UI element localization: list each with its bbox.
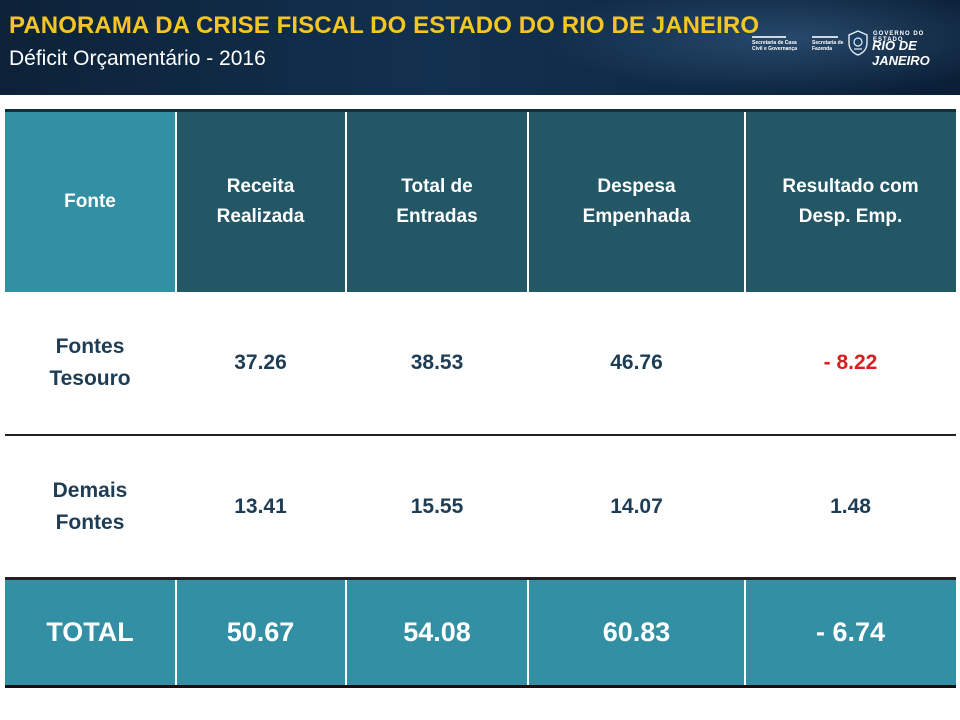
- row-label: Demais Fontes: [52, 478, 128, 534]
- total-despesa: 60.83: [602, 617, 671, 647]
- total-label: TOTAL: [46, 617, 134, 647]
- fazenda-logo: Secretaria de Fazenda: [812, 36, 843, 56]
- rio-de-janeiro-label: RIO DE JANEIRO: [872, 38, 930, 68]
- despesa-value: 14.07: [610, 494, 663, 518]
- header-glow: [540, 0, 960, 95]
- deficit-table: Fonte Receita Realizada Total de Entrada…: [5, 109, 956, 688]
- entradas-value: 15.55: [410, 494, 464, 518]
- column-divider: [345, 112, 347, 292]
- receita-value: 13.41: [234, 494, 287, 518]
- total-entradas: 54.08: [403, 617, 471, 647]
- entradas-value: 38.53: [410, 351, 464, 374]
- despesa-value: 46.76: [610, 351, 663, 374]
- casa-civil-logo: Secretaria de Casa Civil e Governança: [752, 36, 804, 56]
- table-header-row: Fonte Receita Realizada Total de Entrada…: [5, 109, 956, 292]
- slide-header: PANORAMA DA CRISE FISCAL DO ESTADO DO RI…: [0, 0, 960, 95]
- total-resultado: - 6.74: [815, 617, 886, 647]
- page-subtitle: Déficit Orçamentário - 2016: [9, 47, 266, 70]
- column-header-despesa: Despesa Empenhada: [582, 176, 691, 227]
- column-header-entradas: Total de Entradas: [396, 176, 478, 227]
- government-logos: Secretaria de Casa Civil e Governança Se…: [752, 28, 952, 68]
- column-divider: [175, 112, 177, 292]
- resultado-value: 1.48: [830, 494, 871, 518]
- column-divider: [175, 580, 177, 685]
- column-header-receita: Receita Realizada: [216, 176, 305, 227]
- column-divider: [345, 580, 347, 685]
- row-label: Fontes Tesouro: [49, 335, 131, 390]
- column-header-fonte: Fonte: [5, 112, 175, 292]
- resultado-value-negative: - 8.22: [823, 351, 878, 374]
- governo-label: GOVERNO DO ESTADO: [873, 31, 925, 43]
- total-receita: 50.67: [226, 617, 295, 647]
- page-title: PANORAMA DA CRISE FISCAL DO ESTADO DO RI…: [9, 12, 760, 39]
- table-total-row: TOTAL 50.67 54.08 60.83 - 6.74: [5, 580, 956, 688]
- table-row: Fontes Tesouro 37.26 38.53 46.76 - 8.22: [5, 292, 956, 436]
- state-seal-icon: [848, 30, 868, 56]
- table-row: Demais Fontes 13.41 15.55 14.07 1.48: [5, 436, 956, 580]
- column-divider: [744, 580, 746, 685]
- column-divider: [527, 580, 529, 685]
- column-header-resultado: Resultado com Desp. Emp.: [782, 176, 919, 227]
- column-divider: [527, 112, 529, 292]
- receita-value: 37.26: [234, 351, 287, 374]
- column-divider: [744, 112, 746, 292]
